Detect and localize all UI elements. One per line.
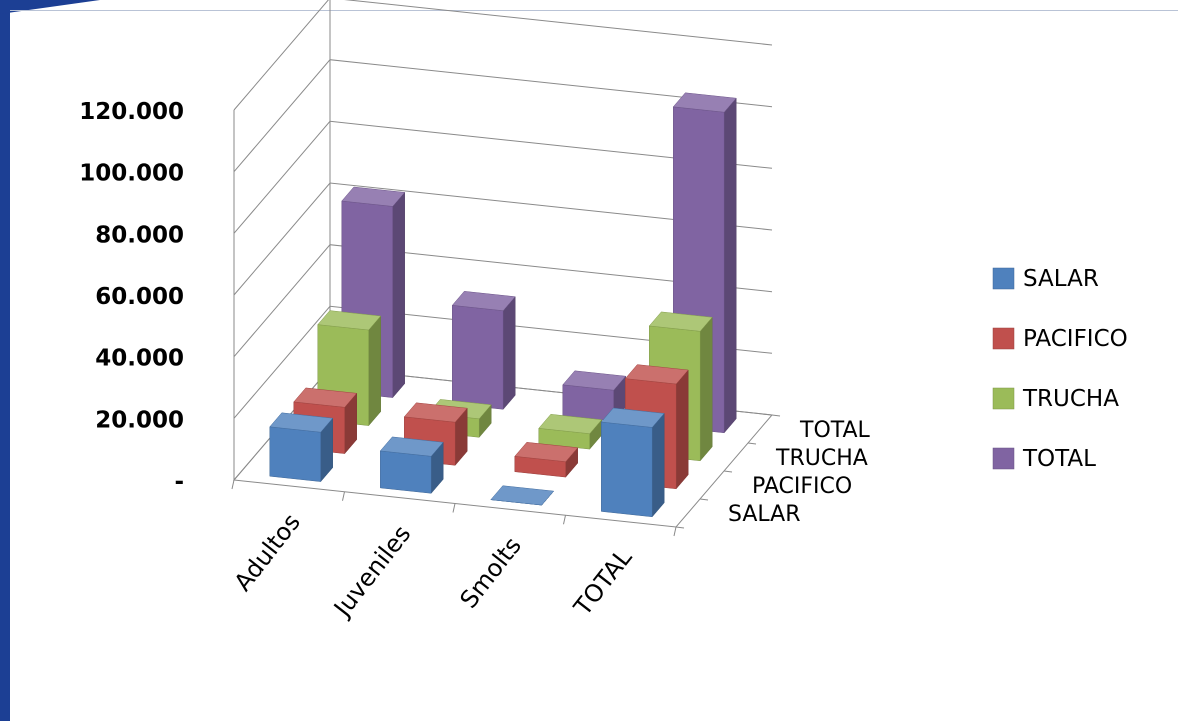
bar-top-face <box>341 186 406 207</box>
legend-label: SALAR <box>1023 266 1099 292</box>
bar-top-face <box>648 311 713 332</box>
bar-top-face <box>269 412 334 433</box>
y-tick-label: 80.000 <box>95 222 184 248</box>
depth-tick-mark <box>771 414 781 417</box>
bar-top-face <box>379 436 444 457</box>
legend-label: TOTAL <box>1022 446 1096 472</box>
depth-category-label: PACIFICO <box>752 474 852 499</box>
bar-salar-juveniles <box>379 436 444 494</box>
bar-total-juveniles <box>451 291 516 410</box>
bar-top-face <box>403 402 468 423</box>
bar-front-face <box>452 305 504 410</box>
x-tick-mark <box>673 526 677 537</box>
bar-top-face <box>317 310 382 331</box>
bar-side-face <box>675 369 689 490</box>
legend-swatch <box>992 447 1015 470</box>
bar-top-face <box>562 370 627 391</box>
chart-walls <box>231 0 781 537</box>
x-category-label: Smolts <box>454 532 526 614</box>
bar-front-face <box>562 384 614 422</box>
bar-salar-smolts <box>490 485 555 506</box>
depth-tick-mark <box>699 498 709 501</box>
x-category-label: Juveniles <box>327 520 416 623</box>
y-tick-label: 20.000 <box>95 407 184 433</box>
x-tick-mark <box>452 503 456 513</box>
x-category-label: TOTAL <box>568 543 638 622</box>
bar-side-face <box>651 412 665 518</box>
legend-label: TRUCHA <box>1022 386 1119 412</box>
bar-top-face <box>672 92 737 113</box>
bar-top-face <box>624 364 689 385</box>
legend-item-trucha: TRUCHA <box>992 386 1119 412</box>
legend-swatch <box>992 387 1015 410</box>
chart-legend: SALAR PACIFICO TRUCHA TOTAL <box>992 266 1128 472</box>
legend-item-salar: SALAR <box>992 266 1099 292</box>
bar-top-face <box>600 407 665 428</box>
legend-item-pacifico: PACIFICO <box>992 326 1128 352</box>
bar-side-face <box>392 191 405 399</box>
x-tick-mark <box>231 479 235 490</box>
bar-front-face <box>601 421 653 518</box>
bar-top-face <box>490 485 555 506</box>
y-tick-label: 60.000 <box>95 284 184 310</box>
legend-swatch <box>992 267 1015 290</box>
bar-front-face <box>269 426 321 482</box>
x-tick-mark <box>342 491 345 501</box>
chart-bars <box>269 92 737 518</box>
bar-side-face <box>723 97 737 434</box>
bar-trucha-smolts <box>538 414 603 450</box>
bar-pacifico-smolts <box>514 442 579 478</box>
bar-top-face <box>538 414 603 434</box>
bar-salar-adultos <box>269 412 334 483</box>
legend-item-total: TOTAL <box>992 446 1096 472</box>
depth-tick-mark <box>723 470 733 473</box>
bar-side-face <box>699 316 713 462</box>
x-category-label: Adultos <box>229 508 306 596</box>
y-tick-label: 40.000 <box>95 346 184 372</box>
bar-top-face <box>293 387 358 408</box>
bar-side-face <box>368 315 381 427</box>
legend-label: PACIFICO <box>1023 326 1128 352</box>
bar-side-face <box>502 296 516 410</box>
legend-swatch <box>992 327 1015 350</box>
depth-category-label: TOTAL <box>799 418 871 443</box>
bar-top-face <box>514 442 579 462</box>
depth-tick-mark <box>747 442 757 445</box>
y-tick-label: 100.000 <box>79 161 184 187</box>
depth-tick-mark <box>675 526 685 529</box>
bar-front-face <box>380 450 432 494</box>
gridline <box>233 0 773 111</box>
bar-total-smolts <box>562 370 627 422</box>
slide-left-border <box>0 0 10 721</box>
x-tick-mark <box>563 515 566 525</box>
y-tick-label: 120.000 <box>79 99 184 125</box>
y-tick-label: - <box>174 469 184 495</box>
bar-salar-total <box>600 407 665 518</box>
slide-top-border <box>10 10 1178 11</box>
depth-category-label: SALAR <box>728 502 801 527</box>
depth-category-label: TRUCHA <box>775 446 868 471</box>
bar-top-face <box>451 291 516 311</box>
